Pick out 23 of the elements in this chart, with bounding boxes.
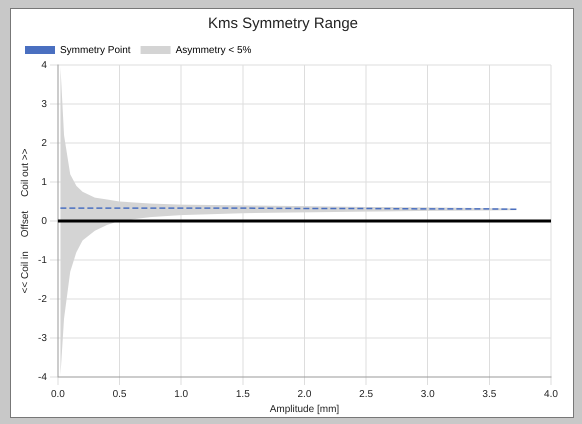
y-axis-title: << Coil in Offset Coil out >> <box>20 148 31 294</box>
x-tick-label: 2.0 <box>297 388 312 400</box>
x-tick-label: 4.0 <box>544 388 558 400</box>
x-tick-label: 1.0 <box>174 388 189 400</box>
x-tick-label: 2.5 <box>359 388 374 400</box>
legend-label: Asymmetry < 5% <box>176 44 252 56</box>
y-tick-label: 1 <box>41 176 48 188</box>
y-tick-label: -2 <box>38 294 48 305</box>
x-axis-title: Amplitude [mm] <box>270 404 340 415</box>
y-tick-label: 2 <box>41 138 48 149</box>
y-tick-label: -1 <box>38 254 48 266</box>
y-tick-label: -3 <box>38 332 48 344</box>
y-tick-label: -4 <box>38 372 48 383</box>
x-tick-label: 0.0 <box>50 388 66 400</box>
y-tick-label: 4 <box>41 60 48 71</box>
x-tick-label: 3.5 <box>482 388 497 400</box>
x-tick-label: 0.5 <box>112 388 127 400</box>
y-tick-label: 3 <box>41 98 48 110</box>
chart-title: Kms Symmetry Range <box>208 15 358 32</box>
y-tick-label: 0 <box>41 216 48 227</box>
legend-label: Symmetry Point <box>60 44 131 56</box>
x-tick-label: 3.0 <box>420 388 436 400</box>
x-tick-label: 1.5 <box>236 388 250 400</box>
